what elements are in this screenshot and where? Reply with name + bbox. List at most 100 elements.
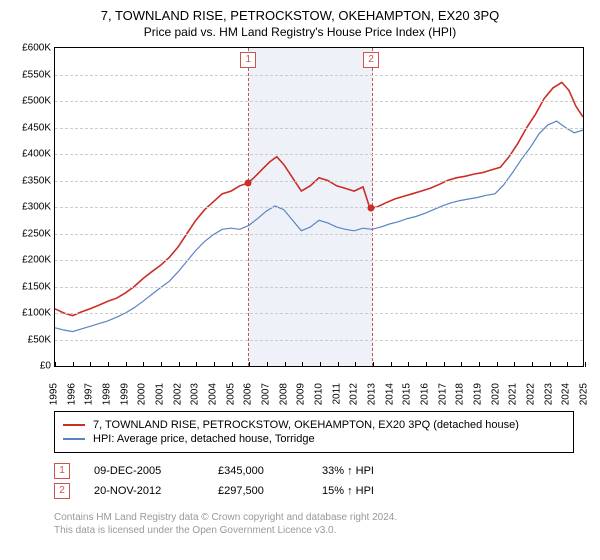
x-tick-mark bbox=[232, 362, 233, 367]
x-tick-mark bbox=[214, 362, 215, 367]
sale-row: 109-DEC-2005£345,00033% ↑ HPI bbox=[54, 463, 590, 479]
x-tick-label: 2003 bbox=[190, 383, 201, 405]
x-tick-mark bbox=[55, 362, 56, 367]
x-tick-mark bbox=[161, 362, 162, 367]
price-chart: £0£50K£100K£150K£200K£250K£300K£350K£400… bbox=[54, 47, 584, 367]
y-tick-label: £0 bbox=[40, 361, 51, 372]
x-tick-mark bbox=[320, 362, 321, 367]
x-tick-label: 2013 bbox=[367, 383, 378, 405]
x-tick-label: 2010 bbox=[314, 383, 325, 405]
x-tick-label: 2009 bbox=[296, 383, 307, 405]
sale-marker-dot bbox=[368, 205, 375, 212]
x-tick-mark bbox=[196, 362, 197, 367]
y-tick-label: £450K bbox=[22, 122, 51, 133]
y-tick-label: £250K bbox=[22, 228, 51, 239]
sale-marker-dot bbox=[245, 180, 252, 187]
x-tick-mark bbox=[179, 362, 180, 367]
chart-title: 7, TOWNLAND RISE, PETROCKSTOW, OKEHAMPTO… bbox=[10, 8, 590, 23]
y-tick-label: £400K bbox=[22, 149, 51, 160]
x-tick-mark bbox=[585, 362, 586, 367]
x-tick-label: 2018 bbox=[455, 383, 466, 405]
sale-price: £345,000 bbox=[218, 465, 298, 477]
y-tick-label: £600K bbox=[22, 43, 51, 54]
gridline bbox=[55, 207, 583, 208]
x-tick-label: 1997 bbox=[84, 383, 95, 405]
y-tick-label: £550K bbox=[22, 69, 51, 80]
x-tick-mark bbox=[567, 362, 568, 367]
x-tick-label: 2000 bbox=[137, 383, 148, 405]
sale-index: 1 bbox=[54, 463, 70, 479]
x-tick-label: 1995 bbox=[49, 383, 60, 405]
sales-table: 109-DEC-2005£345,00033% ↑ HPI220-NOV-201… bbox=[54, 463, 590, 499]
legend-label: 7, TOWNLAND RISE, PETROCKSTOW, OKEHAMPTO… bbox=[93, 419, 519, 431]
sale-index: 2 bbox=[54, 483, 70, 499]
x-tick-label: 1999 bbox=[119, 383, 130, 405]
x-tick-mark bbox=[550, 362, 551, 367]
x-tick-label: 2015 bbox=[402, 383, 413, 405]
x-tick-mark bbox=[497, 362, 498, 367]
x-tick-mark bbox=[249, 362, 250, 367]
y-tick-label: £150K bbox=[22, 281, 51, 292]
x-tick-mark bbox=[355, 362, 356, 367]
legend-swatch bbox=[63, 424, 85, 426]
x-tick-mark bbox=[302, 362, 303, 367]
gridline bbox=[55, 234, 583, 235]
x-tick-mark bbox=[408, 362, 409, 367]
x-axis: 1995199619971998199920002001200220032004… bbox=[54, 379, 584, 419]
x-tick-mark bbox=[267, 362, 268, 367]
sale-marker-label: 1 bbox=[240, 52, 256, 68]
y-tick-label: £500K bbox=[22, 96, 51, 107]
x-tick-mark bbox=[461, 362, 462, 367]
x-tick-mark bbox=[90, 362, 91, 367]
sale-date: 09-DEC-2005 bbox=[94, 465, 194, 477]
sale-date: 20-NOV-2012 bbox=[94, 485, 194, 497]
x-tick-label: 2017 bbox=[437, 383, 448, 405]
x-tick-label: 2012 bbox=[349, 383, 360, 405]
x-tick-mark bbox=[73, 362, 74, 367]
series-hpi bbox=[55, 121, 583, 332]
x-tick-label: 2016 bbox=[420, 383, 431, 405]
gridline bbox=[55, 181, 583, 182]
x-tick-label: 2011 bbox=[331, 383, 342, 405]
footer-line: This data is licensed under the Open Gov… bbox=[54, 524, 590, 537]
footer-attribution: Contains HM Land Registry data © Crown c… bbox=[54, 511, 590, 537]
x-tick-mark bbox=[143, 362, 144, 367]
x-tick-mark bbox=[479, 362, 480, 367]
legend-label: HPI: Average price, detached house, Torr… bbox=[93, 433, 315, 445]
gridline bbox=[55, 260, 583, 261]
y-tick-label: £50K bbox=[28, 334, 51, 345]
x-tick-mark bbox=[426, 362, 427, 367]
gridline bbox=[55, 128, 583, 129]
x-tick-label: 2024 bbox=[561, 383, 572, 405]
x-tick-label: 2007 bbox=[261, 383, 272, 405]
x-tick-label: 2020 bbox=[490, 383, 501, 405]
x-tick-label: 2005 bbox=[225, 383, 236, 405]
x-tick-mark bbox=[444, 362, 445, 367]
x-tick-mark bbox=[285, 362, 286, 367]
x-tick-label: 2001 bbox=[155, 383, 166, 405]
legend-swatch bbox=[63, 438, 85, 440]
sale-marker-label: 2 bbox=[363, 52, 379, 68]
gridline bbox=[55, 75, 583, 76]
x-tick-label: 2002 bbox=[172, 383, 183, 405]
x-tick-mark bbox=[514, 362, 515, 367]
gridline bbox=[55, 340, 583, 341]
legend-row: 7, TOWNLAND RISE, PETROCKSTOW, OKEHAMPTO… bbox=[63, 419, 565, 431]
gridline bbox=[55, 154, 583, 155]
footer-line: Contains HM Land Registry data © Crown c… bbox=[54, 511, 590, 524]
x-tick-label: 2006 bbox=[243, 383, 254, 405]
gridline bbox=[55, 287, 583, 288]
x-tick-mark bbox=[391, 362, 392, 367]
x-tick-mark bbox=[108, 362, 109, 367]
chart-subtitle: Price paid vs. HM Land Registry's House … bbox=[10, 25, 590, 39]
y-axis: £0£50K£100K£150K£200K£250K£300K£350K£400… bbox=[11, 48, 55, 366]
sale-hpi-delta: 15% ↑ HPI bbox=[322, 485, 402, 497]
x-tick-mark bbox=[126, 362, 127, 367]
x-tick-label: 1996 bbox=[66, 383, 77, 405]
y-tick-label: £100K bbox=[22, 308, 51, 319]
y-tick-label: £350K bbox=[22, 175, 51, 186]
x-tick-label: 2019 bbox=[473, 383, 484, 405]
x-tick-label: 2023 bbox=[543, 383, 554, 405]
x-tick-label: 2008 bbox=[278, 383, 289, 405]
sale-row: 220-NOV-2012£297,50015% ↑ HPI bbox=[54, 483, 590, 499]
